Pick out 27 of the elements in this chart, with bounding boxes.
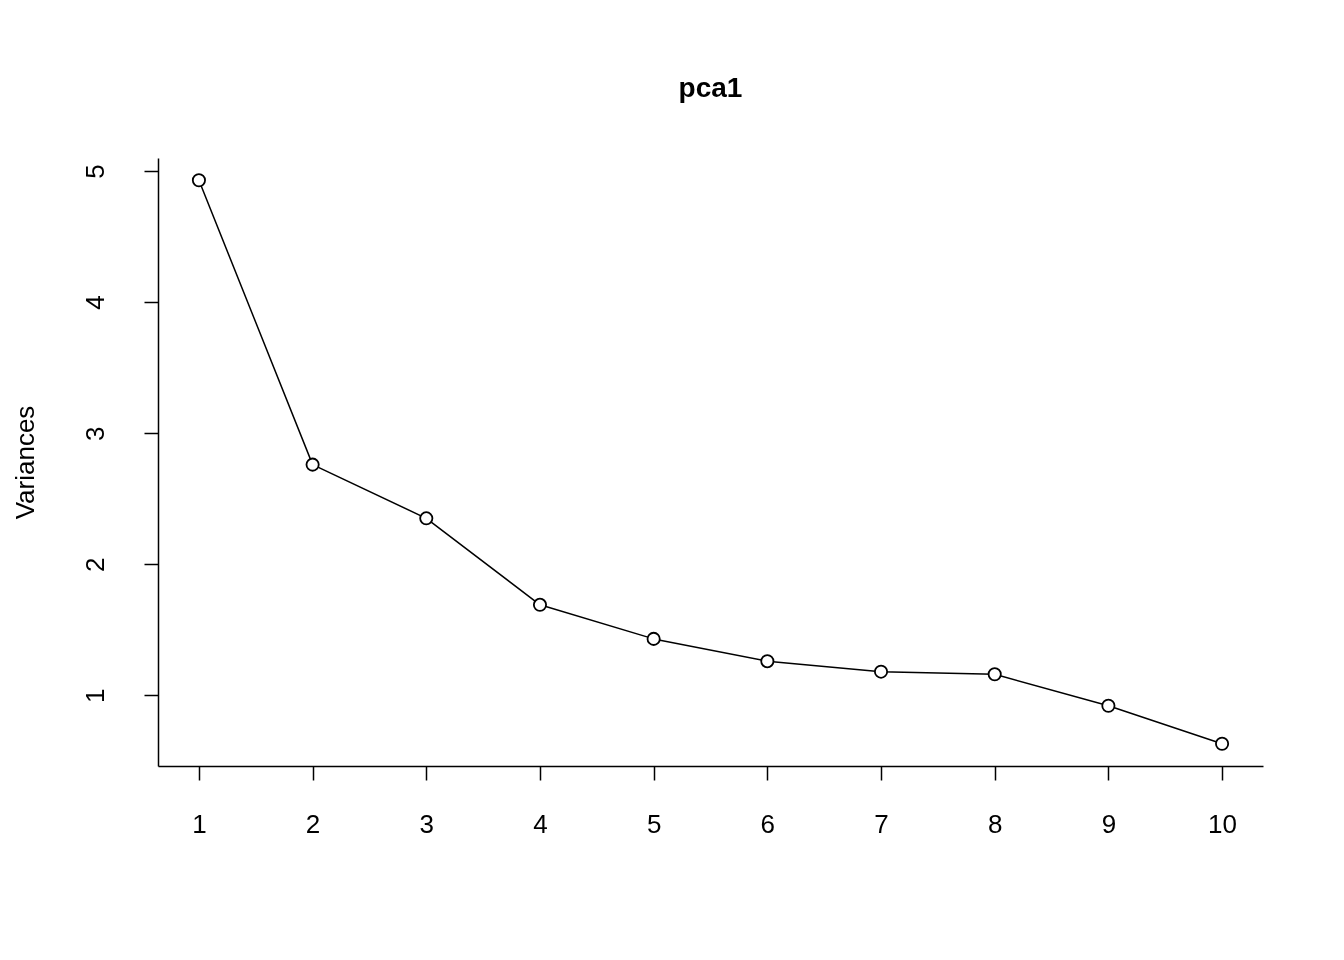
x-tick-label: 3: [419, 808, 435, 839]
y-axis-title: Variances: [9, 405, 40, 520]
y-tick-label: 1: [79, 688, 110, 703]
point: [419, 511, 434, 526]
x-tick-label: 8: [987, 808, 1003, 839]
x-tick-label: 4: [533, 808, 548, 839]
point: [646, 631, 661, 646]
point: [191, 173, 206, 188]
point: [305, 457, 320, 472]
x-tick-label: 9: [1101, 808, 1117, 839]
point: [874, 664, 889, 679]
x-tick-label: 2: [305, 808, 321, 839]
y-tick-label: 3: [79, 426, 110, 441]
x-tick-label: 10: [1208, 808, 1238, 839]
chart-title: pca1: [678, 72, 743, 103]
x-tick-label: 7: [874, 808, 889, 839]
y-tick-label: 2: [79, 557, 110, 572]
y-tick-label: 4: [79, 295, 110, 310]
y-tick-label: 5: [79, 164, 110, 179]
point: [760, 654, 775, 669]
point: [987, 667, 1002, 682]
x-tick-label: 6: [760, 808, 776, 839]
x-tick-label: 1: [192, 808, 207, 839]
point: [1101, 698, 1116, 713]
point: [1215, 736, 1230, 751]
x-tick-label: 5: [646, 808, 662, 839]
point: [532, 597, 547, 612]
